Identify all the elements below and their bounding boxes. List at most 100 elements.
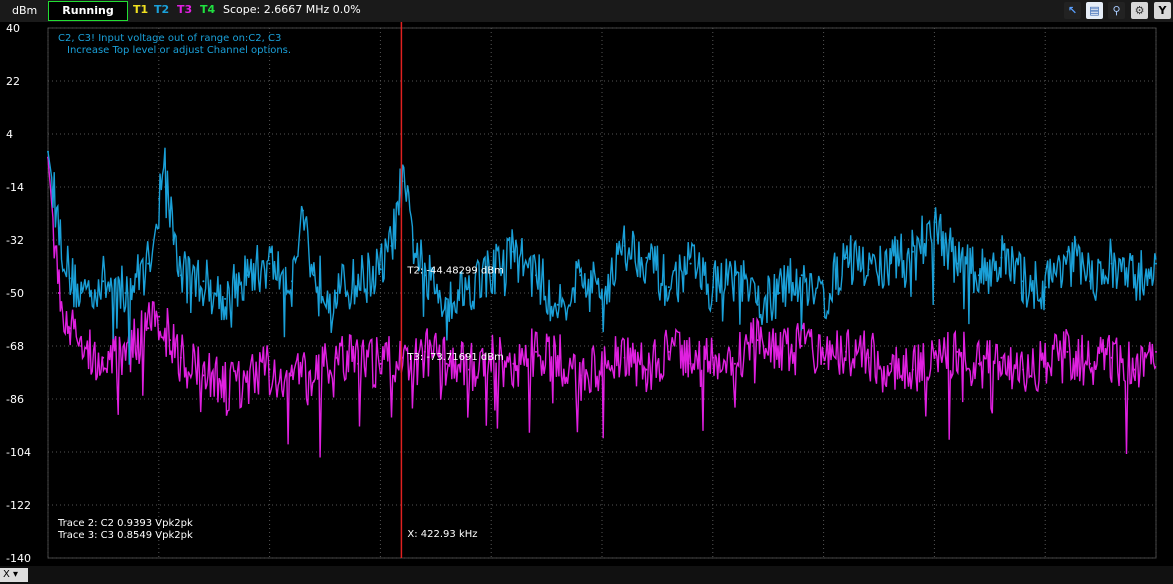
trace-t2-point (312, 274, 315, 277)
trace-t2-point (224, 297, 227, 300)
trace-t3-point (202, 374, 205, 377)
trace-t2-point (1110, 262, 1113, 265)
trace-t2-point (733, 274, 736, 277)
trace-t2-point (147, 262, 150, 265)
cursor-readout-t3: T3: -73.71691 dBm (406, 352, 503, 363)
zoom-icon[interactable]: ⚲ (1108, 2, 1125, 19)
y-axis-button[interactable]: Y (1154, 2, 1171, 19)
trace-t2-point (667, 286, 670, 289)
y-tick-label: 4 (6, 128, 13, 141)
trace-t2-point (179, 274, 182, 277)
trace-layer (47, 147, 1157, 458)
trace-t2-point (1066, 250, 1069, 253)
trace-t3-point (800, 345, 803, 347)
trace-t3-point (68, 327, 71, 330)
trace-t3-point (179, 356, 182, 359)
trace-t2-point (1044, 286, 1047, 289)
trace-t3-point (445, 362, 448, 365)
trace-t3-point (1110, 356, 1113, 359)
trace-t3-line (47, 157, 1157, 458)
trace-t3-point (1133, 368, 1136, 371)
trace-t2-point (689, 262, 692, 265)
warning-line-1: C2, C3! Input voltage out of range on:C2… (58, 33, 281, 44)
trace-t2-point (124, 292, 127, 294)
y-axis-unit-label: dBm (12, 4, 38, 17)
trace-t2-point (778, 292, 781, 294)
y-tick-label: -140 (6, 552, 31, 565)
trace-t2-point (164, 162, 166, 165)
trace-t3-point (778, 356, 781, 359)
trace-t3-point (1022, 368, 1025, 371)
trace-t2-point (867, 268, 870, 271)
trace-t2-point (246, 274, 249, 277)
trace-t2-point (158, 197, 161, 200)
trace-t2-point (1133, 280, 1136, 283)
trace-t3-point (1089, 362, 1091, 365)
trace-t2-point (47, 150, 49, 153)
trace-t3-point (556, 356, 559, 359)
trace-t3-point (733, 362, 736, 365)
y-tick-label: -50 (6, 287, 24, 300)
trace-t2-point (468, 286, 471, 289)
cursor-readout-t2: T2: -44.48299 dBm (406, 266, 503, 277)
settings-gear-icon[interactable]: ⚙ (1131, 2, 1148, 19)
trace-t2-point (601, 292, 603, 294)
trace-t3-point (667, 350, 670, 353)
trace-t3-point (291, 374, 293, 377)
trace-t3-point (512, 362, 515, 365)
trace-t2-point (579, 274, 582, 277)
trace-t3-point (1155, 350, 1157, 353)
trace-t3-point (246, 380, 249, 383)
trace-t3-point (268, 368, 271, 371)
trace-t4-button[interactable]: T4 (200, 3, 216, 16)
trace-t2-line (47, 147, 1157, 365)
trace-t2-point (423, 274, 426, 277)
trace-t2-point (1089, 280, 1091, 283)
trace-t3-point (357, 362, 359, 365)
trace-t2-point (335, 292, 338, 294)
trace-t3-point (645, 368, 648, 371)
trace-t1-button[interactable]: T1 (133, 3, 149, 16)
trace-t3-point (335, 356, 338, 359)
trace-t3-button[interactable]: T3 (177, 3, 193, 16)
trace-t2-point (977, 274, 980, 277)
trace-t2-point (889, 262, 892, 265)
trace-t3-point (468, 368, 471, 371)
trace-t2-point (390, 244, 393, 247)
cursor-arrow-icon[interactable]: ↖ (1064, 2, 1081, 19)
trace-t3-point (889, 362, 892, 365)
trace-t2-point (956, 262, 959, 265)
trace-t3-point (1000, 356, 1003, 359)
trace-t2-point (1155, 262, 1157, 265)
y-tick-label: 22 (6, 75, 20, 88)
trace-info-annotation: Trace 2: C2 0.9393 Vpk2pk (57, 518, 193, 529)
trace-t2-point (645, 256, 648, 259)
trace-t2-button[interactable]: T2 (154, 3, 170, 16)
trace-t3-point (124, 350, 127, 353)
y-tick-label: -68 (6, 340, 24, 353)
trace-t2-point (357, 280, 359, 283)
trace-t3-point (1044, 362, 1047, 365)
trace-t3-point (535, 350, 537, 353)
trace-t3-point (689, 362, 692, 365)
trace-t2-point (412, 239, 415, 241)
trace-t2-point (202, 280, 205, 283)
x-axis-button[interactable]: X ▾ (0, 568, 28, 582)
y-tick-label: -104 (6, 446, 31, 459)
trace-t2-point (535, 274, 537, 277)
trace-t2-point (379, 268, 382, 271)
trace-t3-point (1066, 350, 1069, 353)
trace-t3-point (579, 374, 582, 377)
trace-t2-point (800, 274, 803, 277)
trace-t3-point (867, 356, 870, 359)
trace-t2-point (102, 280, 105, 283)
run-status-button[interactable]: Running (48, 1, 128, 21)
trace-t2-point (301, 209, 304, 212)
trace-t2-point (512, 250, 515, 253)
trace-t2-point (712, 286, 715, 289)
trace-t2-point (445, 297, 448, 300)
cursor-box-icon[interactable]: ▤ (1086, 2, 1103, 19)
trace-t2-point (823, 297, 826, 300)
y-tick-label: -122 (6, 499, 31, 512)
